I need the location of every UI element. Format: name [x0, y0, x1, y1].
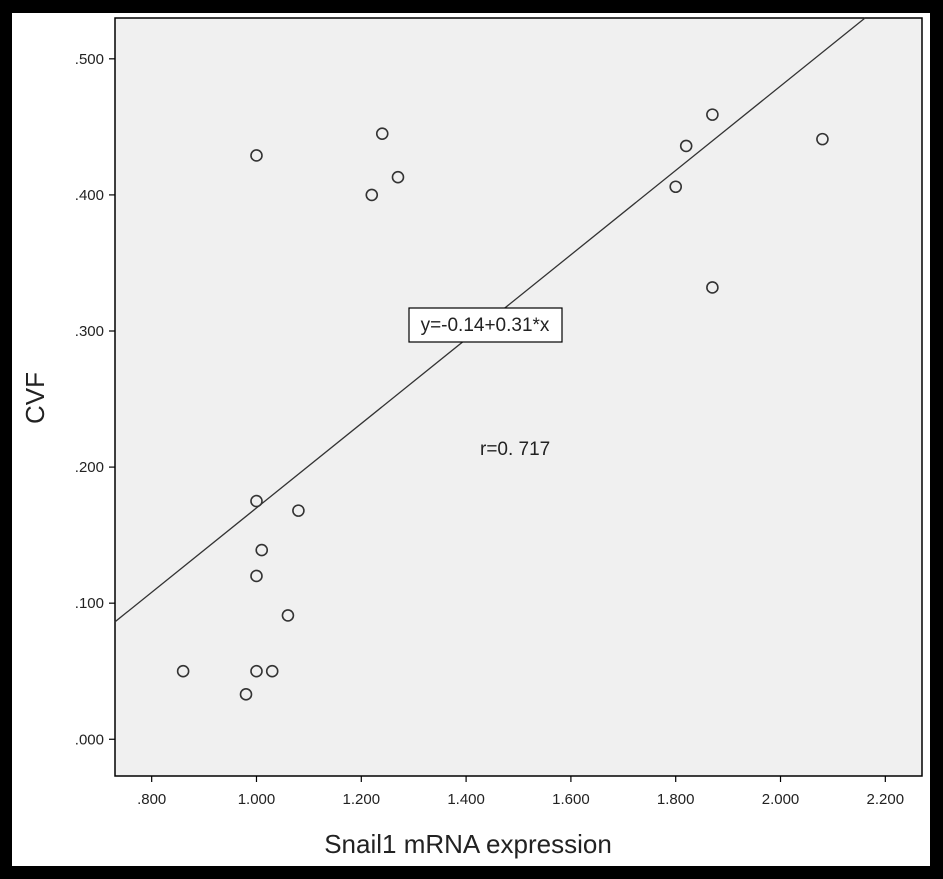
x-tick-label: 1.000	[238, 791, 276, 808]
y-tick-label: .400	[75, 187, 104, 204]
data-point	[176, 664, 190, 678]
y-tick-label: .200	[75, 459, 104, 476]
x-tick-label: 2.200	[867, 791, 905, 808]
data-point	[816, 132, 829, 146]
data-point	[250, 494, 263, 508]
equation-label: y=-0.14+0.31*x	[421, 315, 550, 336]
equation-box	[408, 307, 563, 343]
x-tick-label: 1.200	[343, 791, 381, 808]
data-point	[365, 188, 379, 202]
scatter-chart: .800 1.000 1.200 1.400 1.600 1.800 2.000 2.200 …	[20, 17, 923, 859]
x-tick-label: 1.800	[657, 791, 695, 808]
x-axis: .800 1.000 1.200 1.400 1.600 1.800 2.000 2.200	[137, 776, 904, 808]
y-tick-label: .100	[75, 595, 104, 612]
data-point	[250, 569, 263, 583]
chart-figure: .800 1.000 1.200 1.400 1.600 1.800 2.000 2.200 …	[12, 13, 930, 866]
data-point	[669, 180, 683, 194]
y-tick-label: .300	[75, 323, 104, 340]
data-point	[706, 108, 719, 121]
data-point	[679, 139, 693, 153]
data-point	[391, 170, 405, 184]
data-point	[375, 127, 389, 140]
y-axis: .000 .100 .200 .300 .400 .500	[75, 51, 115, 748]
data-point	[250, 149, 263, 162]
r-value-label: r=0. 717	[480, 439, 550, 460]
data-point	[265, 664, 279, 678]
x-tick-label: 1.600	[552, 791, 590, 808]
x-tick-label: 2.000	[762, 791, 800, 808]
data-point	[706, 281, 719, 294]
plot-area	[114, 17, 923, 777]
data-point	[292, 504, 305, 517]
x-tick-label: .800	[137, 791, 166, 808]
x-axis-title: Snail1 mRNA expression	[324, 829, 612, 859]
data-point	[250, 664, 263, 678]
data-points-layer	[176, 108, 829, 701]
y-tick-label: .000	[75, 731, 104, 748]
y-tick-label: .500	[75, 51, 104, 68]
data-point	[239, 688, 253, 701]
data-point	[255, 543, 269, 557]
x-tick-label: 1.400	[447, 791, 485, 808]
y-axis-title: CVF	[20, 372, 50, 424]
data-point	[281, 609, 295, 622]
